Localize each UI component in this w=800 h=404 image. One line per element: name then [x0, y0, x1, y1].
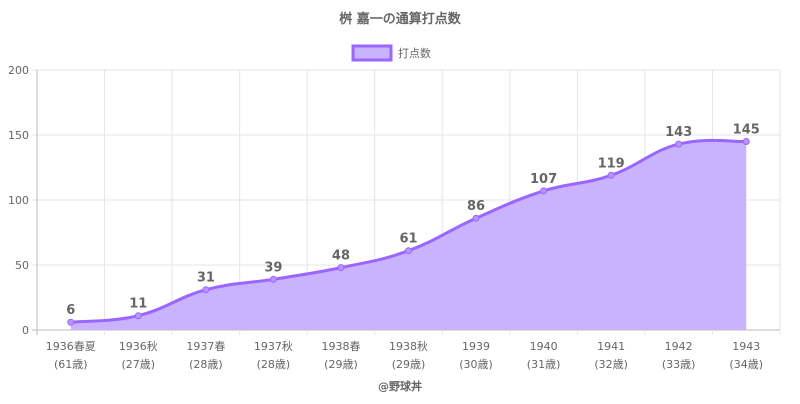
data-label: 11 — [129, 297, 147, 312]
data-label: 145 — [733, 123, 760, 138]
data-point — [472, 214, 480, 222]
data-point — [67, 318, 75, 326]
y-tick-label: 100 — [8, 194, 29, 207]
y-tick-label: 0 — [22, 324, 29, 337]
x-tick-label: 1942 — [665, 340, 693, 353]
data-point — [675, 140, 683, 148]
x-tick-label: (33歳) — [662, 358, 696, 371]
data-point — [337, 264, 345, 272]
data-label: 86 — [467, 199, 485, 214]
data-point — [202, 286, 210, 294]
data-point — [405, 247, 412, 255]
x-tick-label: 1936春夏 — [46, 340, 96, 353]
x-tick-label: (61歳) — [54, 358, 88, 371]
data-point — [607, 171, 615, 179]
x-tick-label: (28歳) — [189, 358, 223, 371]
x-tick-label: 1938春 — [321, 340, 360, 353]
data-label: 61 — [399, 232, 417, 247]
data-label: 119 — [598, 156, 625, 171]
x-tick-label: 1943 — [732, 340, 760, 353]
footer-credit: @野球丼 — [378, 379, 422, 393]
data-label: 39 — [264, 260, 282, 275]
x-tick-label: 1937秋 — [254, 339, 293, 353]
x-tick-label: (28歳) — [257, 358, 291, 371]
x-tick-label: 1936秋 — [119, 339, 158, 353]
x-tick-label: (31歳) — [527, 358, 561, 371]
series-area — [70, 140, 747, 330]
x-tick-label: 1939 — [462, 340, 490, 353]
x-tick-label: (30歳) — [459, 358, 493, 371]
data-label: 48 — [332, 249, 350, 264]
x-tick-label: 1941 — [597, 340, 625, 353]
data-point — [269, 275, 277, 283]
x-tick-label: (32歳) — [594, 358, 628, 371]
x-tick-label: (34歳) — [729, 358, 763, 371]
x-tick-label: (29歳) — [392, 358, 426, 371]
x-tick-label: (29歳) — [324, 358, 358, 371]
y-tick-label: 50 — [15, 259, 29, 272]
chart-title: 桝 嘉一の通算打点数 — [339, 11, 462, 27]
data-label: 31 — [197, 271, 215, 286]
legend-label: 打点数 — [398, 46, 431, 60]
data-point — [742, 138, 750, 145]
data-label: 143 — [665, 125, 692, 140]
legend-swatch — [351, 44, 393, 62]
x-tick-label: 1938秋 — [389, 339, 428, 353]
data-point — [134, 312, 142, 320]
x-tick-label: 1937春 — [186, 340, 225, 353]
x-tick-label: 1940 — [530, 340, 558, 353]
data-label: 107 — [530, 172, 557, 187]
y-tick-label: 200 — [8, 64, 29, 77]
y-tick-label: 150 — [8, 129, 29, 142]
x-tick-label: (27歳) — [122, 358, 156, 371]
data-label: 6 — [66, 303, 75, 318]
data-point — [540, 187, 548, 195]
